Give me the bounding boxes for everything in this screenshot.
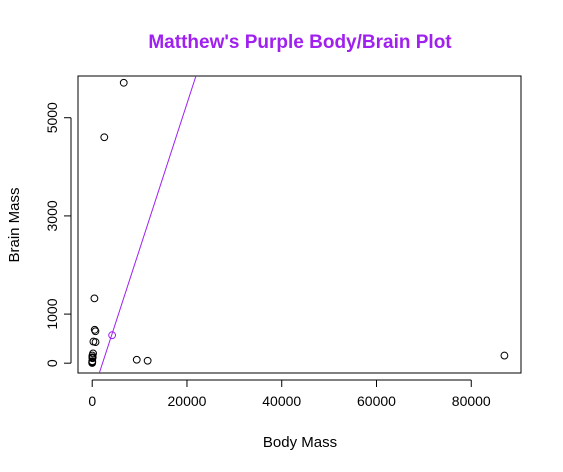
y-tick-label: 5000 [44, 102, 60, 133]
y-axis-title: Brain Mass [6, 187, 23, 262]
fit-line [98, 76, 197, 373]
x-tick-label: 60000 [357, 393, 396, 409]
data-point [119, 78, 128, 87]
x-tick-label: 40000 [262, 393, 301, 409]
highlighted-data-point [108, 331, 117, 340]
data-point [88, 353, 97, 362]
y-axis: 0 1000 3000 5000 [44, 102, 72, 367]
y-tick-label: 1000 [44, 298, 60, 329]
data-point [91, 338, 100, 346]
data-point [90, 294, 99, 303]
x-tick-label: 80000 [452, 393, 491, 409]
plot-frame [77, 75, 522, 374]
x-axis: 0 20000 40000 60000 80000 [88, 379, 491, 409]
x-tick-label: 20000 [168, 393, 207, 409]
fit-line-group [98, 76, 197, 373]
data-point [500, 351, 509, 360]
data-point [132, 355, 141, 364]
x-tick-label: 0 [88, 393, 96, 409]
data-point [88, 358, 97, 367]
chart-title: Matthew's Purple Body/Brain Plot [148, 32, 452, 53]
data-points [88, 78, 509, 367]
y-tick-label: 3000 [44, 200, 60, 231]
data-point [100, 133, 109, 142]
data-point [143, 356, 152, 365]
data-point [91, 327, 100, 336]
x-axis-title: Body Mass [263, 434, 337, 451]
y-tick-label: 0 [44, 359, 60, 367]
